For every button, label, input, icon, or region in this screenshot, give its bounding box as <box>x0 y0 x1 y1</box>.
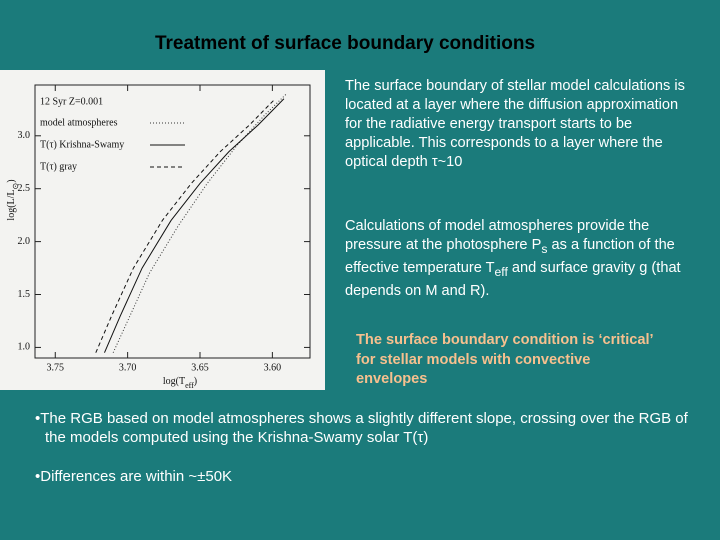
bullet: •Differences are within ~±50K <box>35 468 233 485</box>
legend-label: T(τ) gray <box>40 161 77 172</box>
y-tick-label: 2.5 <box>18 183 31 194</box>
series-line <box>112 93 288 353</box>
y-tick-label: 1.5 <box>18 289 31 300</box>
text-run: ) <box>6 179 17 182</box>
x-tick-label: 3.65 <box>191 362 209 373</box>
legend-label: T(τ) Krishna-Swamy <box>40 139 124 150</box>
x-tick-label: 3.75 <box>47 362 65 373</box>
slide-title: Treatment of surface boundary conditions <box>154 33 536 54</box>
paragraph: Calculations of model atmospheres provid… <box>345 217 695 301</box>
y-axis-label: log(L/L⊙) <box>6 179 20 220</box>
subscript: ⊙ <box>11 183 20 190</box>
x-tick-label: 3.70 <box>119 362 137 373</box>
subscript: eff <box>185 381 194 390</box>
text-run: Calculations of model atmospheres provid… <box>345 218 650 253</box>
subscript: s <box>541 241 548 256</box>
paragraph: The surface boundary of stellar model ca… <box>345 77 695 172</box>
x-axis-label: log(Teff) <box>163 376 197 390</box>
bullet: •The RGB based on model atmospheres show… <box>35 410 688 446</box>
x-tick-label: 3.60 <box>264 362 282 373</box>
series-line <box>95 98 276 353</box>
y-tick-label: 2.0 <box>18 236 31 247</box>
text-run: The surface boundary of stellar model ca… <box>345 78 685 170</box>
plot-frame <box>34 84 311 359</box>
text-run: ) <box>194 376 197 387</box>
text-run: and surface gravity g (that depends on M… <box>345 259 681 299</box>
text-run: as a function of the effective temperatu… <box>345 237 675 276</box>
series-line <box>104 98 285 353</box>
text-run: log(T <box>163 376 185 387</box>
text-run: log(L/L <box>6 189 17 220</box>
legend-title: 12 Syr Z=0.001 <box>40 96 103 107</box>
subscript: eff <box>494 264 508 279</box>
figure: 3.75 3.70 3.65 3.60 1.0 1.5 2.0 2.5 3.0 log(Teff)… <box>0 70 325 390</box>
chart: 3.75 3.70 3.65 3.60 1.0 1.5 2.0 2.5 3.0 log(Teff)… <box>6 84 311 390</box>
y-tick-label: 3.0 <box>18 130 31 141</box>
y-tick-label: 1.0 <box>18 342 31 353</box>
legend-label: model atmospheres <box>40 117 118 128</box>
highlight-text: The surface boundary condition is ‘criti… <box>356 332 653 387</box>
